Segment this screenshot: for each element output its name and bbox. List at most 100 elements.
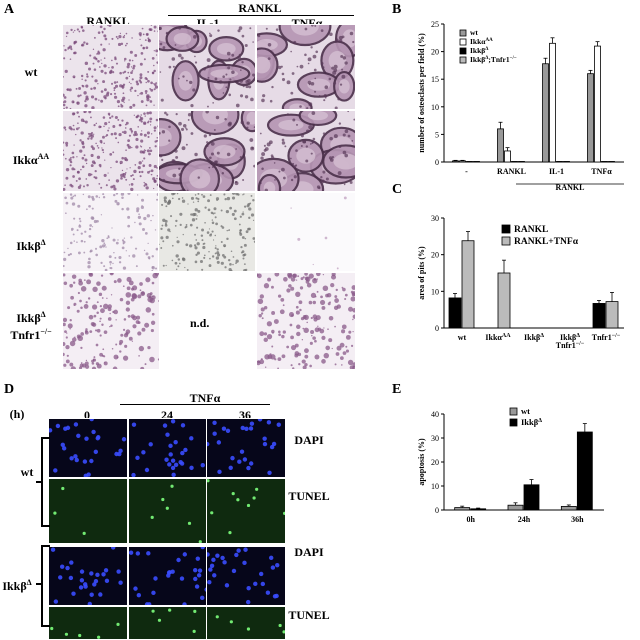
x-tick-label: RANKL xyxy=(497,167,526,176)
micrograph-a-r1-c0 xyxy=(62,110,160,192)
y-tick-label: 5 xyxy=(435,130,439,139)
micrograph-a-r0-c2 xyxy=(256,24,356,110)
y-tick-label: 0 xyxy=(435,158,439,167)
group-label-wt: wt xyxy=(20,465,34,479)
x-tick-label: IkkβΔ Tnfr1−/− xyxy=(556,333,585,350)
y-tick-label: 10 xyxy=(431,482,439,491)
bar xyxy=(466,161,473,163)
chart-b-osteoclasts: 0 5 10 15 20 25 number of osteoclasts per fiel… xyxy=(417,20,624,190)
fluorescence-d-r0-c1 xyxy=(128,418,208,478)
bar xyxy=(605,301,619,329)
bar xyxy=(556,161,563,163)
bar xyxy=(454,507,471,511)
treatment-line xyxy=(120,404,270,405)
stain-label-tunel-ikkb: TUNEL xyxy=(288,608,330,622)
panel-letter-b: B xyxy=(392,2,402,17)
fluorescence-d-r2-c2 xyxy=(206,546,286,606)
x-tick-label: IL-1 xyxy=(549,167,564,176)
x-tick-label: 0h xyxy=(466,515,475,524)
panel-letter-d: D xyxy=(4,382,15,397)
y-tick-label: 25 xyxy=(431,20,439,29)
group-label-ikkb: IkkβΔ xyxy=(2,578,32,593)
y-axis-label: apoptosis (%) xyxy=(417,438,426,486)
not-determined-label: n.d. xyxy=(190,316,210,330)
fluorescence-d-r3-c1 xyxy=(128,606,208,640)
fluorescence-d-r3-c0 xyxy=(48,606,128,640)
micrograph-a-r0-c0 xyxy=(62,24,160,110)
legend-swatch xyxy=(501,224,511,234)
y-axis-label: number of osteoclasts per field (%) xyxy=(417,33,426,153)
group-label: RANKL xyxy=(556,183,585,190)
y-tick-label: 10 xyxy=(431,287,439,296)
legend-swatch xyxy=(459,47,467,55)
bar xyxy=(507,504,524,511)
micrograph-a-r3-c2 xyxy=(256,272,356,370)
legend-swatch xyxy=(459,29,467,37)
stain-label-dapi-wt: DAPI xyxy=(294,433,324,447)
stain-label-tunel-wt: TUNEL xyxy=(288,489,330,503)
bar xyxy=(452,160,459,163)
bar xyxy=(497,272,511,329)
bar xyxy=(549,42,556,163)
x-tick-label: IkkβΔ xyxy=(524,333,544,342)
x-tick-label: IkkαAA xyxy=(485,333,511,342)
row-label-ikka-aa: IkkαAA xyxy=(12,152,50,167)
y-tick-label: 40 xyxy=(431,410,439,419)
panel-letter-c: C xyxy=(392,182,403,197)
x-tick-label: 36h xyxy=(571,515,584,524)
fluorescence-d-r2-c1 xyxy=(128,546,208,606)
group-brackets xyxy=(36,437,50,627)
bar xyxy=(594,45,601,163)
bar xyxy=(504,150,511,163)
y-tick-label: 0 xyxy=(435,324,439,333)
y-tick-label: 20 xyxy=(431,251,439,260)
panel-letter-e: E xyxy=(392,382,402,397)
legend-label: IkkβΔ xyxy=(470,46,489,55)
stain-label-dapi-ikkb: DAPI xyxy=(294,545,324,559)
x-tick-label: Tnfr1−/− xyxy=(592,333,621,342)
x-tick-label: 24h xyxy=(518,515,531,524)
chart-c-pits: 0 10 20 30 area of pits (%) wt IkkαAA IkkβΔ Ikkβ… xyxy=(417,214,624,350)
panel-letter-a: A xyxy=(4,2,15,17)
bar xyxy=(448,297,462,329)
bar xyxy=(592,303,606,329)
legend-swatch xyxy=(509,418,518,427)
legend-swatch xyxy=(501,236,511,246)
fluorescence-d-r0-c2 xyxy=(206,418,286,478)
micrograph-a-r1-c2 xyxy=(256,110,356,192)
y-tick-label: 10 xyxy=(431,103,439,112)
fluorescence-d-r1-c2 xyxy=(206,478,286,544)
group-header-line xyxy=(168,15,354,16)
bar xyxy=(470,508,487,511)
x-tick-label: wt xyxy=(458,333,467,342)
y-tick-label: 15 xyxy=(431,75,439,84)
micrograph-a-r2-c0 xyxy=(62,192,160,272)
x-tick-label: TNFα xyxy=(591,167,612,176)
bar xyxy=(601,161,608,163)
y-tick-label: 0 xyxy=(435,506,439,515)
y-tick-label: 30 xyxy=(431,434,439,443)
fluorescence-d-r3-c2 xyxy=(206,606,286,640)
legend-label: IkkαAA xyxy=(470,37,493,46)
bar xyxy=(497,128,504,163)
bar xyxy=(511,161,518,163)
bar xyxy=(461,240,475,329)
bar xyxy=(473,161,480,163)
bar xyxy=(576,431,593,511)
legend-swatch xyxy=(459,38,467,46)
bar xyxy=(560,506,577,511)
legend-label: RANKL xyxy=(514,225,548,235)
micrograph-a-r0-c1 xyxy=(158,24,256,110)
row-label-ikkb-tnfr1: IkkβΔ Tnfr1−/− xyxy=(10,310,52,342)
fluorescence-d-r1-c1 xyxy=(128,478,208,544)
bar xyxy=(523,484,540,511)
legend-label: wt xyxy=(521,406,530,416)
time-unit-label: (h) xyxy=(9,407,25,421)
y-axis-label: area of pits (%) xyxy=(417,246,426,300)
micrograph-a-r2-c2 xyxy=(256,192,356,272)
legend-swatch xyxy=(459,56,467,64)
group-header-rankl: RANKL xyxy=(238,1,282,15)
legend-label: wt xyxy=(470,28,478,37)
bar xyxy=(587,73,594,163)
legend-label: IkkβΔ;Tnfr1−/− xyxy=(470,55,517,64)
